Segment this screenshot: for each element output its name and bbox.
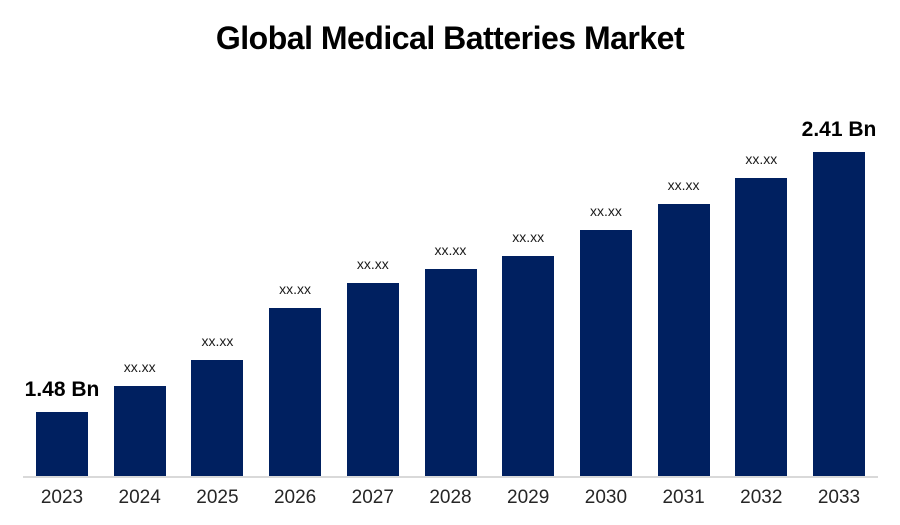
x-tick-label: 2030 xyxy=(584,487,628,508)
bar xyxy=(191,360,244,476)
bar-value-label: xx.xx xyxy=(667,177,700,193)
bar-column: xx.xx 2026 xyxy=(250,0,340,525)
bar-value-label: xx.xx xyxy=(512,229,545,245)
bar xyxy=(269,308,322,476)
bar-column: 2.41 Bn 2033 xyxy=(794,0,884,525)
bar xyxy=(657,204,710,476)
x-axis-line xyxy=(23,476,878,478)
x-tick-label: 2025 xyxy=(196,487,239,508)
bar-column: 1.48 Bn 2023 xyxy=(17,0,107,525)
bar-value-label: xx.xx xyxy=(434,242,467,258)
bar-column: xx.xx 2025 xyxy=(172,0,262,525)
bar xyxy=(424,269,477,476)
bar-value-label: xx.xx xyxy=(356,256,389,272)
bar xyxy=(502,256,555,476)
x-tick-label: 2033 xyxy=(817,487,861,508)
bar-value-label: xx.xx xyxy=(123,359,156,375)
bar-value-label: 1.48 Bn xyxy=(24,378,100,401)
bar-column: xx.xx 2029 xyxy=(483,0,573,525)
bar xyxy=(735,178,788,476)
bar xyxy=(813,152,865,476)
bar-column: xx.xx 2032 xyxy=(716,0,806,525)
x-tick-label: 2024 xyxy=(118,487,161,508)
x-tick-label: 2029 xyxy=(507,487,550,508)
bar xyxy=(346,283,399,476)
bar-value-label: xx.xx xyxy=(589,203,622,219)
bar xyxy=(36,412,88,476)
bar-column: xx.xx 2030 xyxy=(561,0,651,525)
bar-value-label: 2.41 Bn xyxy=(801,118,877,141)
bar-value-label: xx.xx xyxy=(201,333,234,349)
x-tick-label: 2032 xyxy=(740,487,783,508)
bar-column: xx.xx 2024 xyxy=(95,0,185,525)
bar xyxy=(579,230,632,476)
bar-column: xx.xx 2027 xyxy=(328,0,418,525)
bar-value-label: xx.xx xyxy=(279,281,312,297)
x-tick-label: 2028 xyxy=(429,487,472,508)
bar-value-label: xx.xx xyxy=(745,151,778,167)
x-tick-label: 2027 xyxy=(351,487,394,508)
x-tick-label: 2031 xyxy=(662,487,705,508)
chart-title: Global Medical Batteries Market xyxy=(215,20,685,56)
bar-column: xx.xx 2028 xyxy=(406,0,496,525)
x-tick-label: 2026 xyxy=(273,487,317,508)
x-tick-label: 2023 xyxy=(40,487,84,508)
bar xyxy=(113,386,166,476)
bar-column: xx.xx 2031 xyxy=(639,0,729,525)
